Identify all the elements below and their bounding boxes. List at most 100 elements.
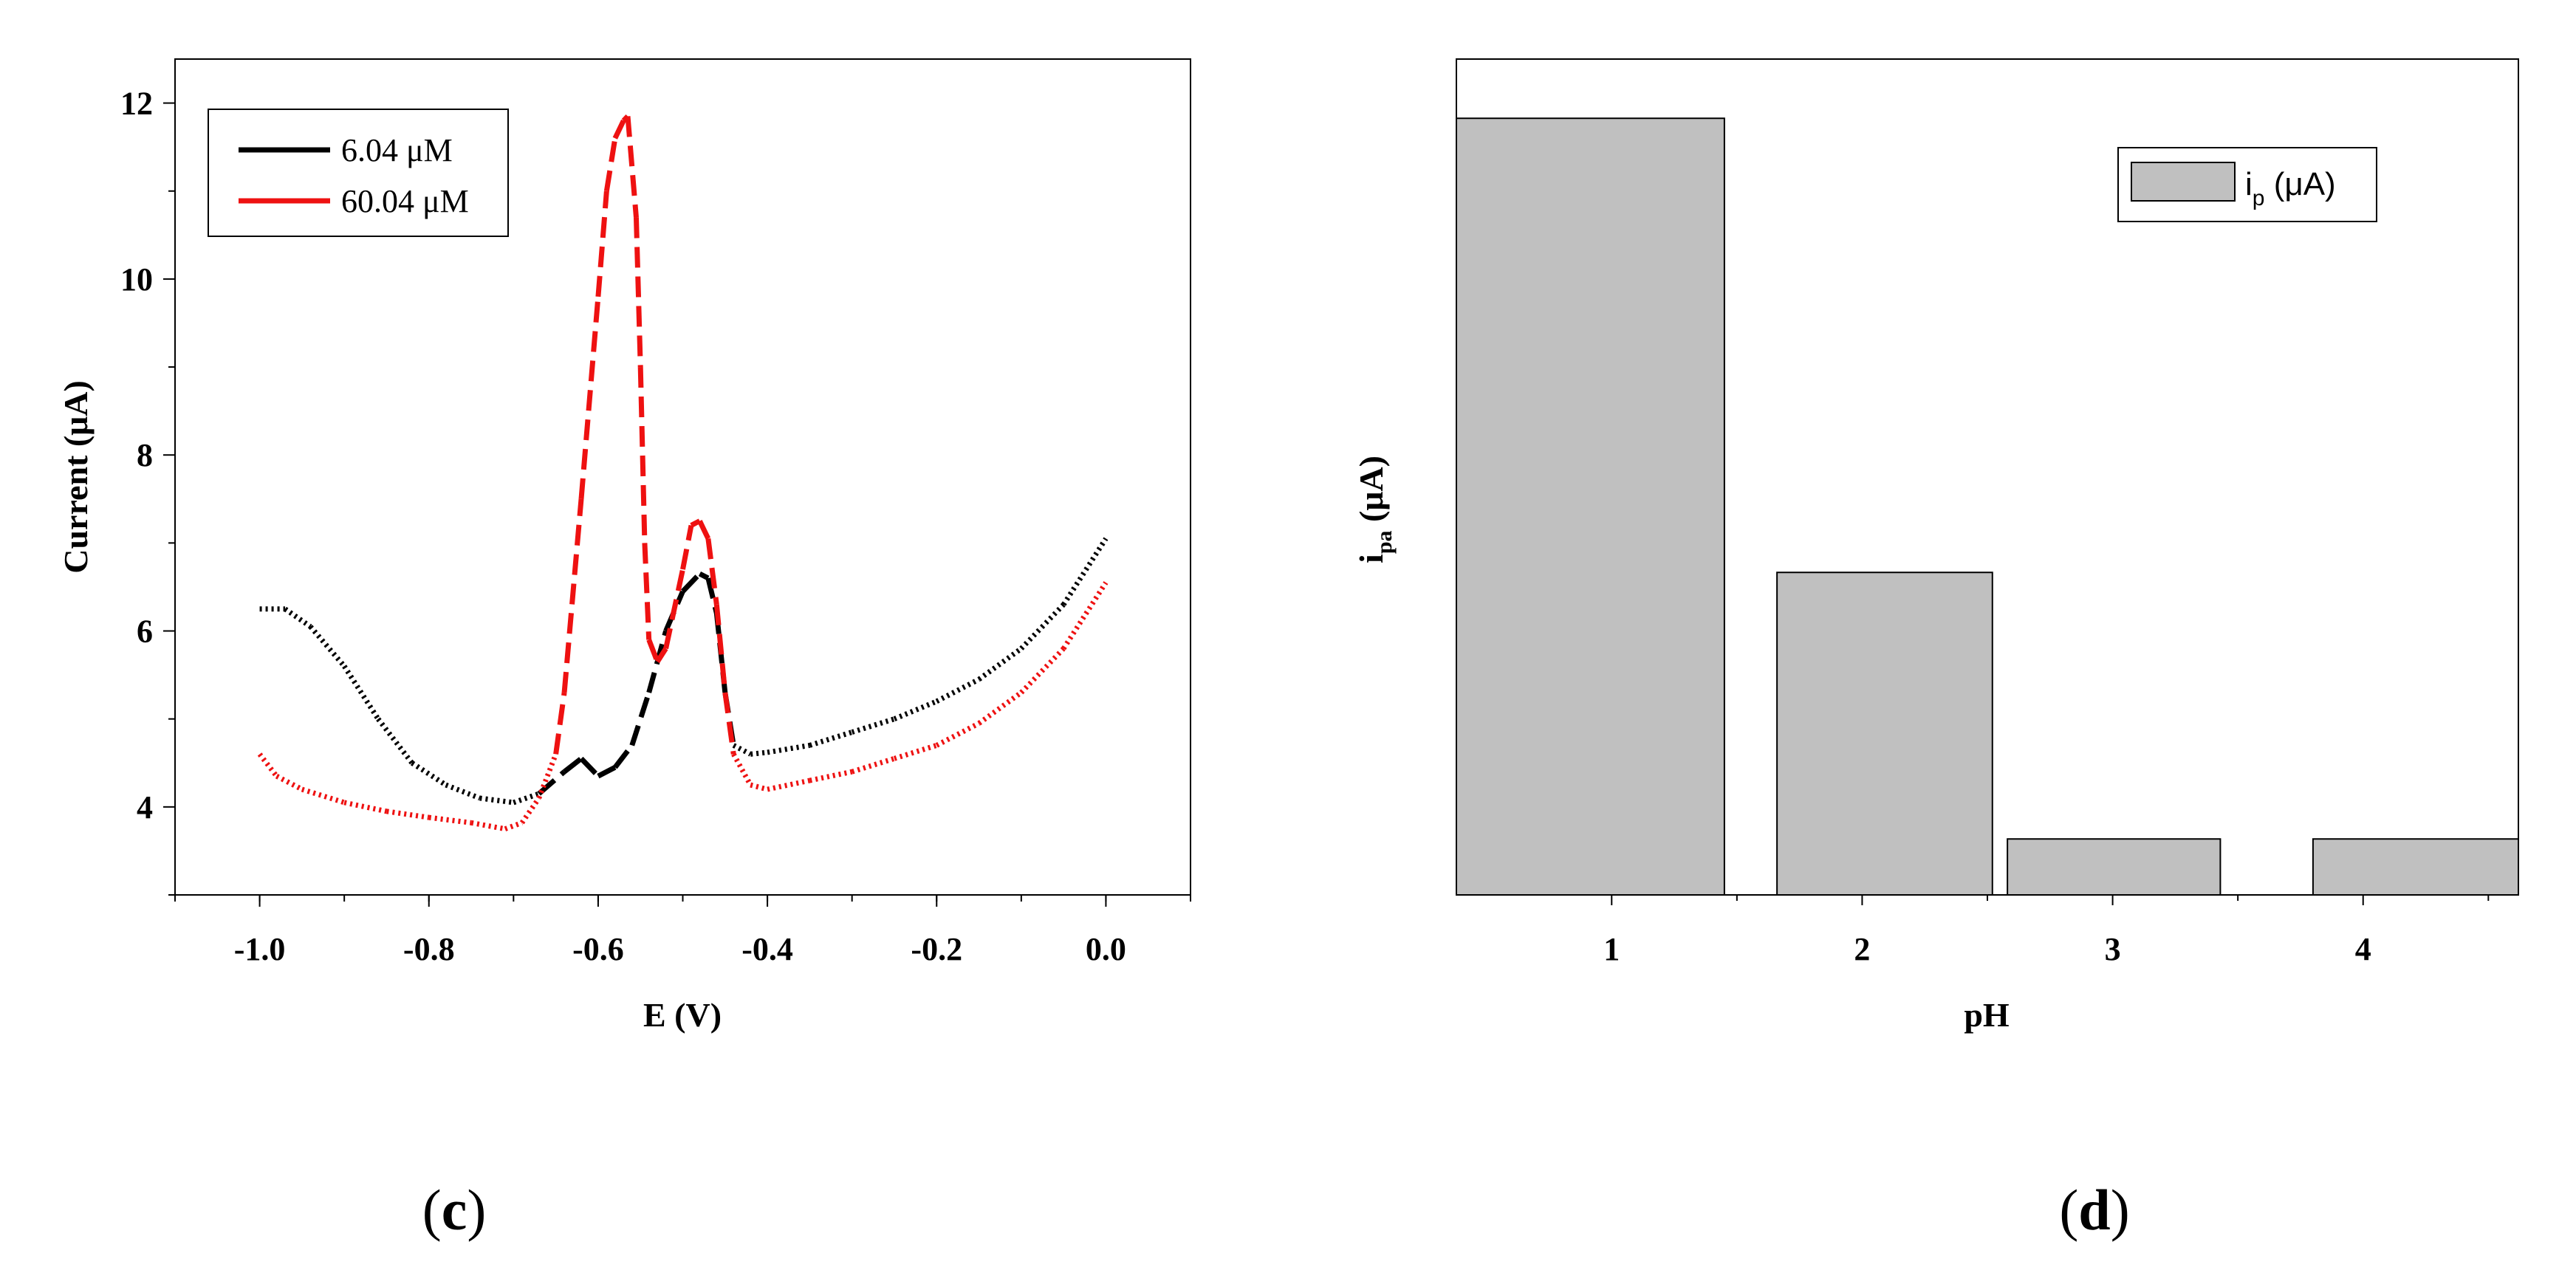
chart-c-series-1-segment bbox=[767, 778, 811, 792]
chart-c-series-1-segment bbox=[705, 538, 719, 605]
chart-c-series-1-segment bbox=[470, 820, 506, 832]
chart-c-series-0-segment bbox=[629, 691, 651, 746]
chart-c-y-tick-label: 10 bbox=[120, 261, 153, 298]
chart-c-series-1-segment bbox=[428, 814, 472, 826]
chart-c-series-0-segment bbox=[893, 698, 938, 721]
chart-d-bar-2 bbox=[1776, 572, 1993, 896]
chart-c-x-tick-label: -1.0 bbox=[234, 931, 286, 967]
chart-c-series-1-segment bbox=[257, 752, 279, 778]
chart-d-ticks: 1 2 3 4 bbox=[1603, 895, 2490, 967]
chart-c-series-1-segment bbox=[722, 692, 736, 755]
chart-c-x-tick-label: 0.0 bbox=[1086, 931, 1126, 967]
chart-c-series-1-segment bbox=[561, 498, 584, 693]
chart-d-x-tick-label: 1 bbox=[1603, 931, 1620, 967]
chart-c-legend-label-1: 60.04 μM bbox=[341, 183, 469, 219]
chart-d-x-tick-label: 4 bbox=[2355, 931, 2371, 967]
chart-c-series-0-segment bbox=[579, 756, 600, 778]
chart-c-panel-label: (c) bbox=[422, 1178, 487, 1242]
chart-c-series-1-segment bbox=[504, 820, 523, 831]
chart-c-series-0-segment bbox=[613, 744, 634, 769]
chart-c-series-1-segment bbox=[680, 524, 694, 570]
chart-c-y-tick-label: 8 bbox=[137, 437, 153, 473]
chart-c-series-0-segment bbox=[445, 782, 481, 801]
chart-c-series-1-segment bbox=[536, 753, 558, 800]
chart-c-series-0-segment bbox=[597, 765, 617, 779]
chart-c-series-0-segment bbox=[308, 625, 346, 668]
chart-c-series-1-segment bbox=[625, 116, 639, 218]
chart-c-x-tick-label: -0.8 bbox=[403, 931, 455, 967]
chart-c-series-1-segment bbox=[893, 743, 938, 761]
chart-d-legend-label: ip (μA) bbox=[2245, 166, 2336, 210]
chart-d-bar-1 bbox=[1456, 117, 1725, 896]
chart-c-legend: 6.04 μM 60.04 μM bbox=[208, 109, 509, 237]
chart-d-legend: ip (μA) bbox=[2117, 147, 2377, 222]
chart-d-x-tick-label: 2 bbox=[1854, 931, 1870, 967]
chart-c-legend-box bbox=[208, 109, 509, 237]
chart-c-legend-label-0: 6.04 μM bbox=[341, 132, 453, 168]
chart-c-series-1-segment bbox=[731, 752, 753, 786]
chart-c-series-0-segment bbox=[750, 749, 768, 757]
chart-c-series-0-segment bbox=[376, 717, 414, 765]
chart-c-series-0-segment bbox=[479, 795, 514, 806]
chart-c-x-tick-label: -0.4 bbox=[741, 931, 793, 967]
chart-c-series-0-segment bbox=[562, 756, 583, 774]
chart-d-x-tick-label: 3 bbox=[2105, 931, 2121, 967]
chart-c-series-1-segment bbox=[851, 755, 896, 775]
chart-c-series-1-segment bbox=[578, 296, 601, 500]
chart-d-bars bbox=[1456, 117, 2519, 896]
chart-c-series-0-segment bbox=[698, 571, 710, 581]
chart-d-bar-4 bbox=[2312, 838, 2519, 896]
chart-c-series-0-segment bbox=[663, 590, 685, 632]
chart-c-series-1-segment bbox=[343, 800, 388, 814]
chart-c-series-0-segment bbox=[851, 716, 896, 735]
chart-c-series-1-segment bbox=[1019, 646, 1066, 695]
chart-c-series-1-segment bbox=[655, 647, 668, 664]
chart-c-series-1-segment bbox=[1061, 581, 1109, 651]
chart-d-panel-label: (d) bbox=[2059, 1178, 2129, 1242]
chart-c-series-0-segment bbox=[1061, 537, 1109, 606]
chart-c-series-1-segment bbox=[935, 721, 981, 748]
chart-c-series-0-segment bbox=[977, 646, 1023, 682]
chart-c-series-1-segment bbox=[519, 796, 541, 825]
chart-d-legend-swatch bbox=[2131, 162, 2236, 202]
chart-c-series-1-segment bbox=[301, 786, 346, 806]
chart-c-y-tick-label: 6 bbox=[137, 614, 153, 650]
chart-c-series-lines bbox=[257, 114, 1109, 832]
chart-d-x-axis-label: pH bbox=[1964, 996, 2010, 1034]
chart-c: -1.0 -0.8 -0.6 -0.4 -0.2 0.0 4 6 8 10 12 E (V) Cur… bbox=[57, 58, 1191, 1242]
chart-c-y-axis-label: Current (μA) bbox=[57, 380, 95, 574]
chart-c-series-1-segment bbox=[612, 119, 626, 140]
chart-c-series-1-segment bbox=[977, 690, 1023, 726]
chart-c-series-1-segment bbox=[386, 809, 430, 820]
chart-c-series-1-segment bbox=[663, 569, 685, 650]
chart-c-series-1 bbox=[257, 114, 1109, 832]
chart-c-series-0-segment bbox=[680, 572, 702, 594]
chart-d-bar-3 bbox=[2007, 838, 2222, 896]
chart-c-series-1-segment bbox=[646, 639, 660, 663]
chart-c-x-axis-label: E (V) bbox=[643, 996, 722, 1034]
chart-c-y-tick-label: 4 bbox=[137, 789, 153, 826]
chart-c-series-0-segment bbox=[767, 742, 810, 755]
chart-c-series-0-segment bbox=[732, 743, 752, 757]
chart-c-series-0-segment bbox=[537, 769, 566, 796]
chart-c-series-0-segment bbox=[809, 730, 853, 748]
chart-c-ticks: -1.0 -0.8 -0.6 -0.4 -0.2 0.0 4 6 8 10 12 bbox=[120, 86, 1191, 967]
chart-c-series-1-segment bbox=[275, 774, 304, 792]
chart-c-series-1-segment bbox=[553, 692, 567, 755]
chart-c-series-0-segment bbox=[1019, 603, 1066, 651]
chart-d-y-axis-label: ipa (μA) bbox=[1352, 456, 1397, 563]
chart-c-series-0-segment bbox=[935, 676, 981, 704]
chart-c-series-1-segment bbox=[642, 543, 652, 640]
chart-c-series-1-segment bbox=[809, 769, 853, 783]
chart-c-series-1-segment bbox=[750, 782, 768, 792]
chart-c-x-tick-label: -0.6 bbox=[572, 931, 624, 967]
chart-c-series-0-segment bbox=[283, 606, 312, 629]
chart-d: 1 2 3 4 pH ipa (μA) ip (μA) (d) bbox=[1352, 58, 2519, 1242]
chart-c-series-1-segment bbox=[633, 217, 643, 368]
chart-c-x-tick-label: -0.2 bbox=[911, 931, 962, 967]
chart-c-series-1-segment bbox=[713, 604, 728, 693]
chart-c-series-0-segment bbox=[342, 665, 380, 721]
chart-c-y-tick-label: 12 bbox=[120, 86, 153, 122]
chart-c-series-1-segment bbox=[603, 137, 618, 192]
